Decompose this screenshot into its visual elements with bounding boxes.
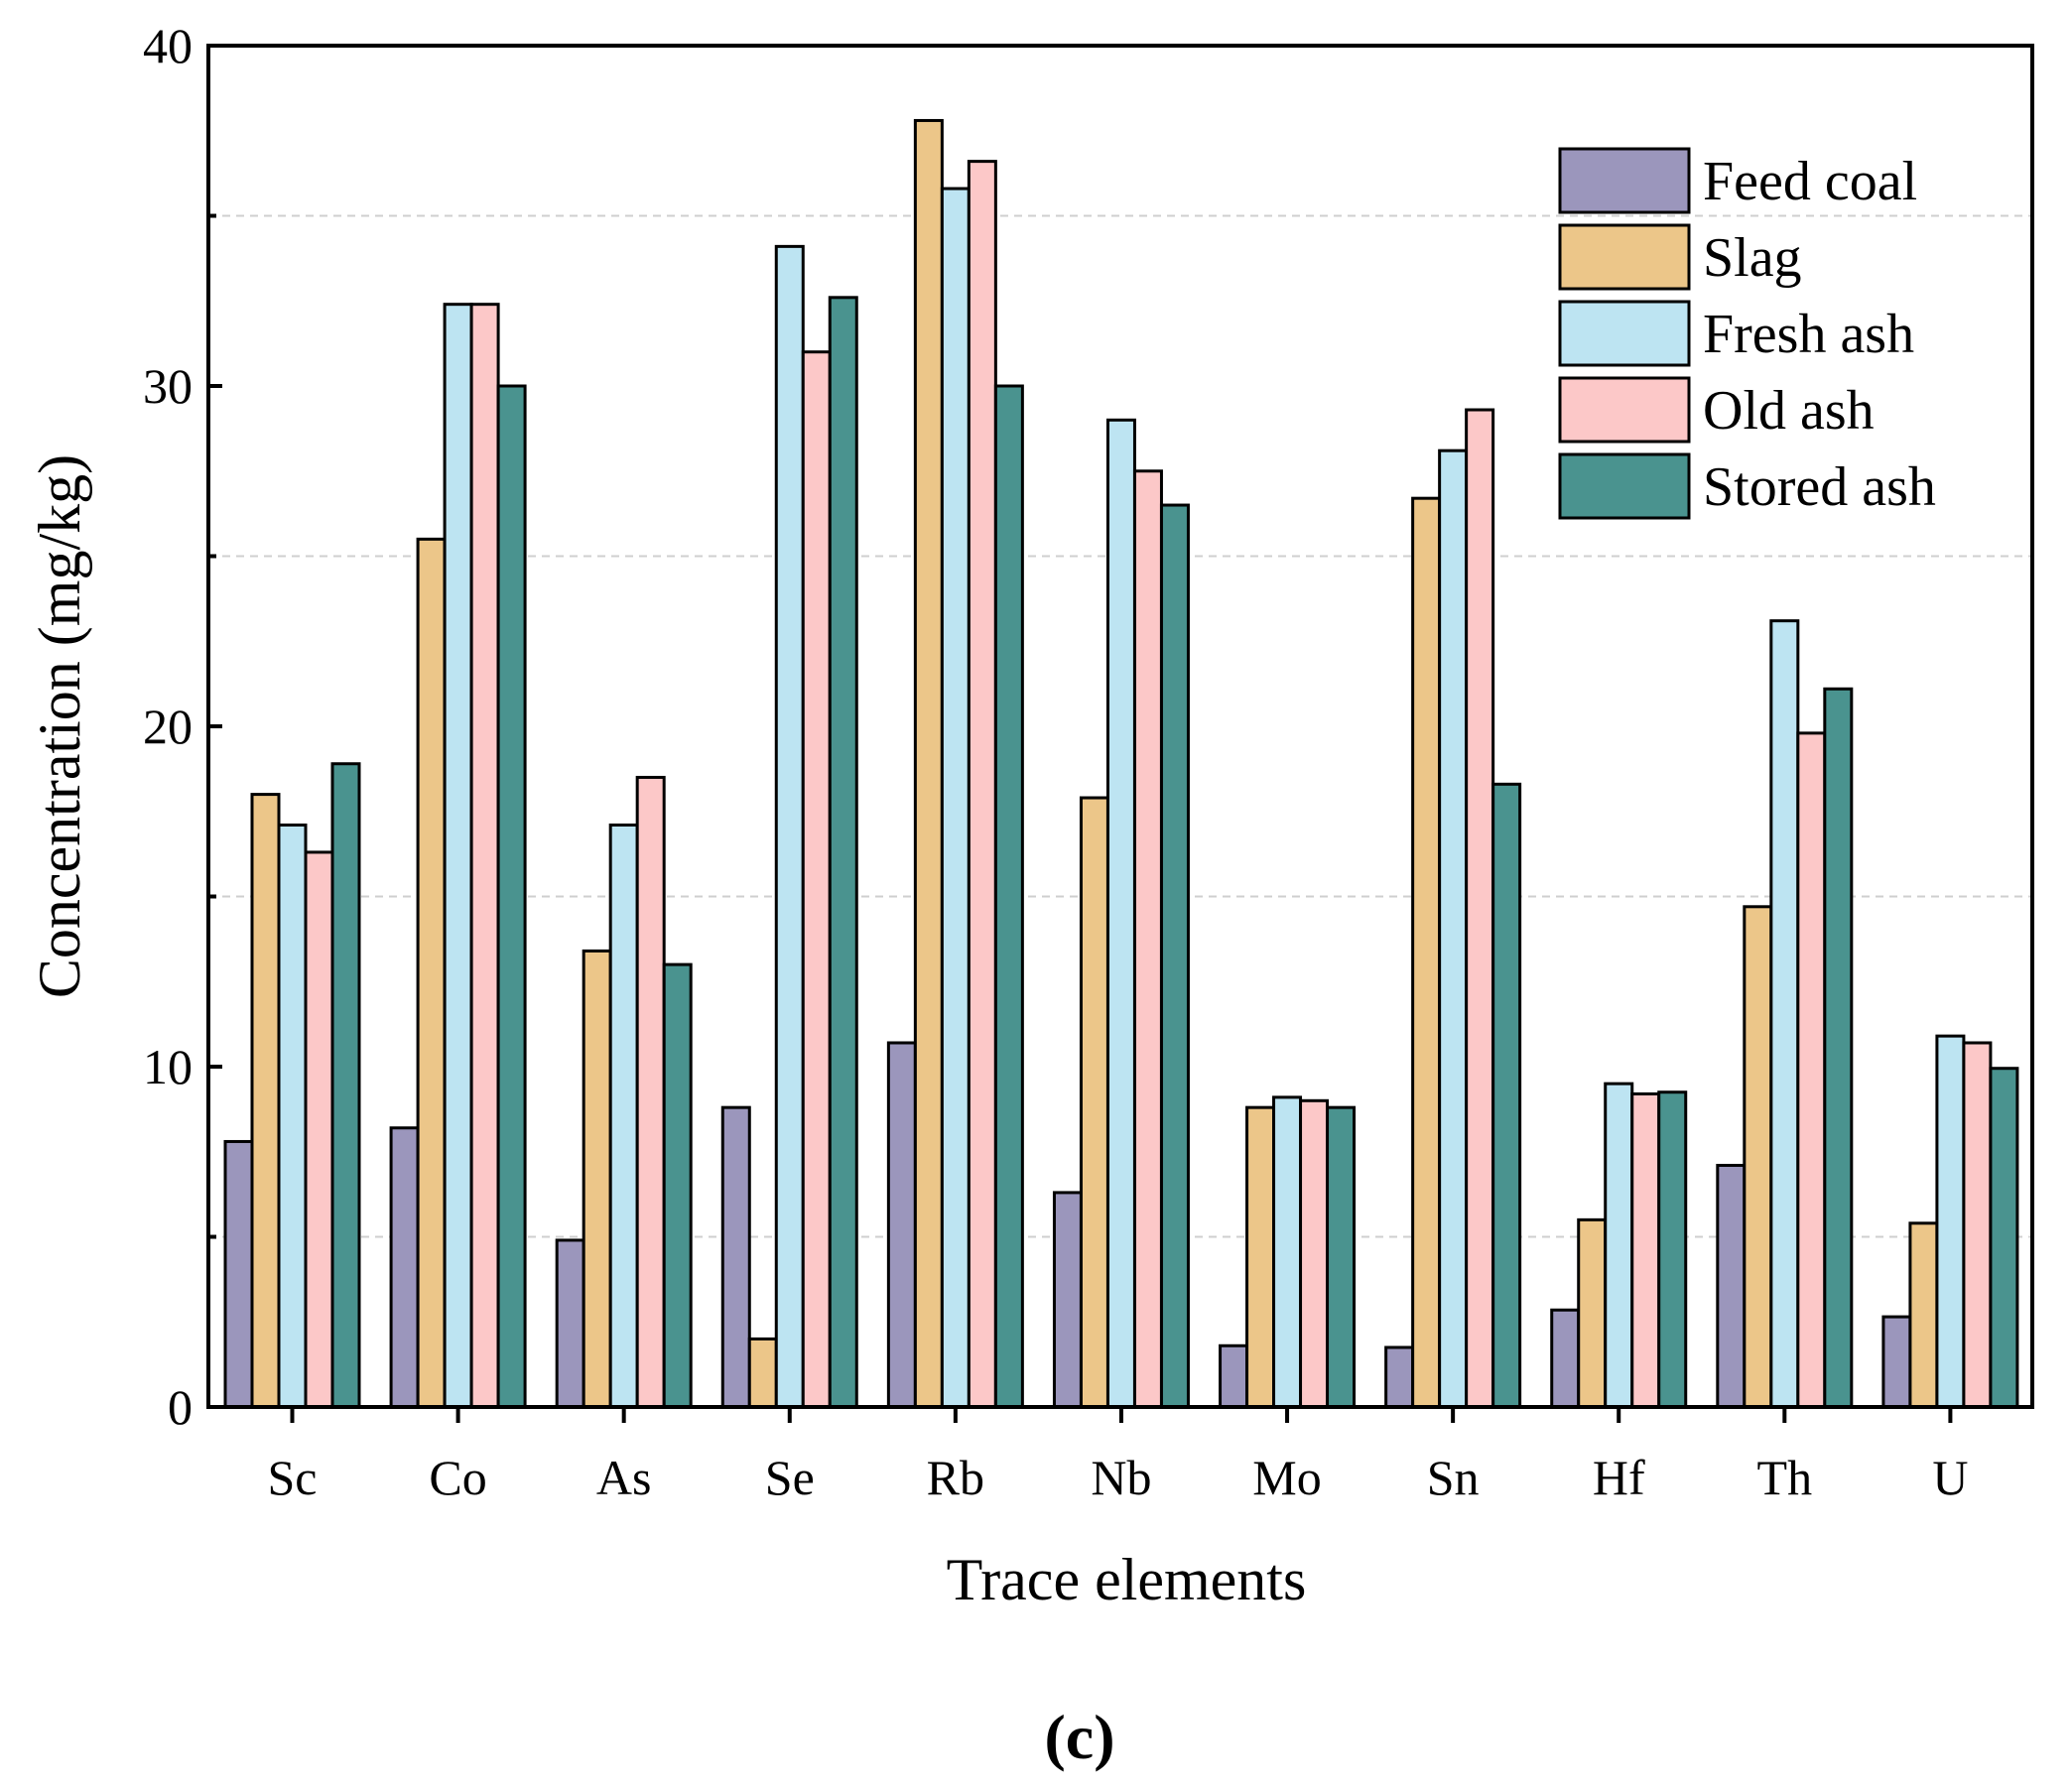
legend-swatch [1558,300,1691,367]
x-tick-label: Sc [268,1450,318,1505]
bar-se-old-ash [801,350,832,1409]
y-tick-label: 10 [143,1039,193,1094]
bar-mo-feed-coal [1219,1343,1249,1409]
bar-hf-feed-coal [1550,1308,1581,1409]
bar-as-stored-ash [662,962,693,1409]
bar-mo-old-ash [1299,1098,1330,1409]
legend-label: Fresh ash [1703,304,1914,365]
bar-mo-stored-ash [1326,1105,1357,1409]
bar-se-stored-ash [828,296,858,1409]
x-tick-label: Se [765,1450,815,1505]
bar-u-stored-ash [1989,1067,2019,1409]
x-tick-label: Nb [1091,1450,1151,1505]
bar-mo-slag [1245,1105,1276,1409]
legend: Feed coal Slag Fresh ash Old ash Stored ash [1558,147,1936,520]
legend-swatch [1558,376,1691,444]
bar-rb-fresh-ash [940,187,971,1409]
y-tick-label: 30 [143,358,193,414]
bar-sc-slag [250,793,281,1409]
bar-sn-old-ash [1465,408,1495,1409]
bar-se-fresh-ash [774,244,805,1409]
bar-th-slag [1743,905,1773,1409]
bar-co-slag [416,537,447,1409]
x-tick-label: Hf [1593,1450,1645,1505]
y-tick-label: 40 [143,18,193,73]
bar-th-old-ash [1796,731,1827,1409]
bar-nb-old-ash [1132,469,1163,1409]
x-axis-ticks: Sc Co As Se Rb Nb Mo Sn Hf Th U [268,1407,1968,1505]
bar-sc-fresh-ash [277,823,308,1409]
bar-as-feed-coal [555,1238,585,1409]
bar-th-feed-coal [1716,1163,1747,1409]
bar-hf-stored-ash [1657,1090,1688,1409]
panel-label: (c) [1044,1702,1114,1772]
bar-th-fresh-ash [1769,619,1800,1409]
bar-sn-fresh-ash [1438,448,1469,1409]
bar-nb-stored-ash [1159,503,1190,1409]
bar-co-stored-ash [496,384,527,1409]
x-tick-label: Rb [927,1450,984,1505]
bar-se-feed-coal [720,1105,751,1409]
y-axis-title: Concentration (mg/kg) [27,454,92,998]
legend-swatch [1558,452,1691,520]
y-axis-ticks: 0 10 20 30 40 [143,18,222,1435]
x-tick-label: As [596,1450,652,1505]
bar-sn-slag [1411,496,1442,1409]
bar-hf-fresh-ash [1604,1082,1634,1409]
y-tick-label: 0 [168,1379,193,1435]
bar-sc-feed-coal [223,1139,254,1409]
y-tick-label: 20 [143,699,193,754]
bar-se-slag [747,1337,778,1409]
bar-nb-slag [1079,796,1109,1409]
bar-as-fresh-ash [608,823,639,1409]
legend-label: Stored ash [1703,456,1936,518]
bar-co-old-ash [469,303,500,1409]
bar-th-stored-ash [1823,687,1854,1409]
bar-u-feed-coal [1881,1315,1912,1409]
legend-swatch [1558,147,1691,214]
bar-nb-feed-coal [1052,1191,1083,1409]
x-tick-label: U [1932,1450,1968,1505]
bar-sc-stored-ash [330,762,361,1409]
legend-label: Old ash [1703,380,1875,442]
bar-co-fresh-ash [443,303,473,1409]
bar-rb-slag [913,118,944,1409]
bar-sn-feed-coal [1384,1345,1415,1409]
bar-rb-stored-ash [993,384,1024,1409]
legend-label: Feed coal [1703,151,1917,212]
bar-u-old-ash [1962,1041,1993,1409]
bar-mo-fresh-ash [1272,1095,1303,1409]
bar-as-old-ash [635,775,666,1409]
x-tick-label: Th [1757,1450,1813,1505]
bar-sn-stored-ash [1491,782,1522,1409]
bar-hf-old-ash [1630,1091,1661,1409]
x-axis-title: Trace elements [947,1547,1307,1612]
legend-swatch [1558,223,1691,291]
bar-co-feed-coal [389,1126,420,1409]
bar-rb-old-ash [967,160,997,1409]
bar-nb-fresh-ash [1105,418,1136,1409]
legend-label: Slag [1703,227,1802,289]
bar-sc-old-ash [304,850,334,1409]
bar-u-fresh-ash [1935,1034,1966,1409]
bar-u-slag [1908,1221,1939,1409]
x-tick-label: Sn [1427,1450,1480,1505]
bar-as-slag [582,949,612,1409]
bar-hf-slag [1577,1217,1608,1409]
bar-rb-feed-coal [886,1041,917,1409]
x-tick-label: Mo [1252,1450,1321,1505]
x-tick-label: Co [429,1450,486,1505]
